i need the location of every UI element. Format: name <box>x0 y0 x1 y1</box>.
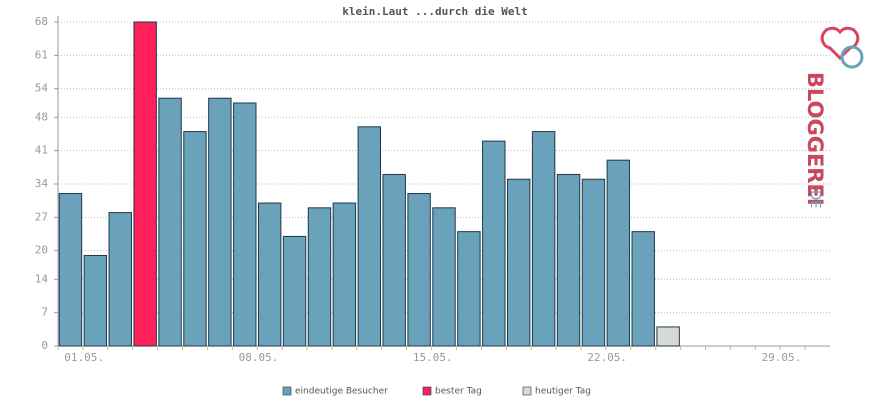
legend-label: heutiger Tag <box>535 387 591 397</box>
bar <box>257 202 282 347</box>
bar <box>183 131 207 347</box>
y-tick-label: 41 <box>35 144 48 157</box>
bar <box>507 178 531 347</box>
chart-title: klein.Laut ...durch die Welt <box>342 5 527 18</box>
y-tick-label: 7 <box>41 306 48 319</box>
y-tick-label: 14 <box>35 272 49 285</box>
y-tick-label: 54 <box>35 82 49 95</box>
bar <box>83 254 108 347</box>
bar <box>133 21 157 347</box>
watermark-text: .DE <box>807 186 822 208</box>
logo-icon <box>840 45 864 69</box>
x-tick-label: 08.05. <box>239 351 279 364</box>
x-tick-label: 15.05. <box>413 351 453 364</box>
bar <box>233 102 257 347</box>
bar <box>606 159 631 347</box>
bar <box>457 231 481 347</box>
bar <box>656 326 680 347</box>
bar <box>158 97 182 347</box>
x-tick-label: 22.05. <box>587 351 627 364</box>
y-tick-label: 68 <box>35 15 48 28</box>
y-tick-label: 0 <box>41 339 48 352</box>
bar <box>581 178 606 347</box>
y-tick-label: 20 <box>35 244 48 257</box>
bar <box>382 173 406 347</box>
watermark: BLOGGEREI.DE <box>803 72 827 208</box>
bar <box>556 173 581 347</box>
bar <box>531 131 556 347</box>
bar <box>357 126 381 347</box>
bar <box>208 97 232 347</box>
bar <box>432 207 456 347</box>
bar <box>108 212 132 347</box>
y-tick-label: 27 <box>35 210 48 223</box>
logo-icon <box>820 26 860 61</box>
legend-swatch <box>422 386 432 396</box>
bar <box>407 193 431 347</box>
bar <box>282 235 307 347</box>
bar <box>58 193 83 347</box>
legend-swatch <box>282 386 292 396</box>
logo <box>820 26 864 69</box>
legend-label: eindeutige Besucher <box>295 387 388 397</box>
bar <box>307 207 332 347</box>
bar <box>482 140 506 347</box>
bar <box>631 231 655 347</box>
watermark-text: BLOGGEREI <box>803 72 827 206</box>
bar <box>332 202 357 347</box>
x-tick-label: 01.05. <box>64 351 104 364</box>
y-tick-label: 48 <box>35 110 48 123</box>
y-tick-label: 61 <box>35 48 48 61</box>
x-tick-label: 29.05. <box>762 351 802 364</box>
y-tick-label: 34 <box>35 177 49 190</box>
legend-swatch <box>522 386 532 396</box>
legend-label: bester Tag <box>435 387 482 397</box>
